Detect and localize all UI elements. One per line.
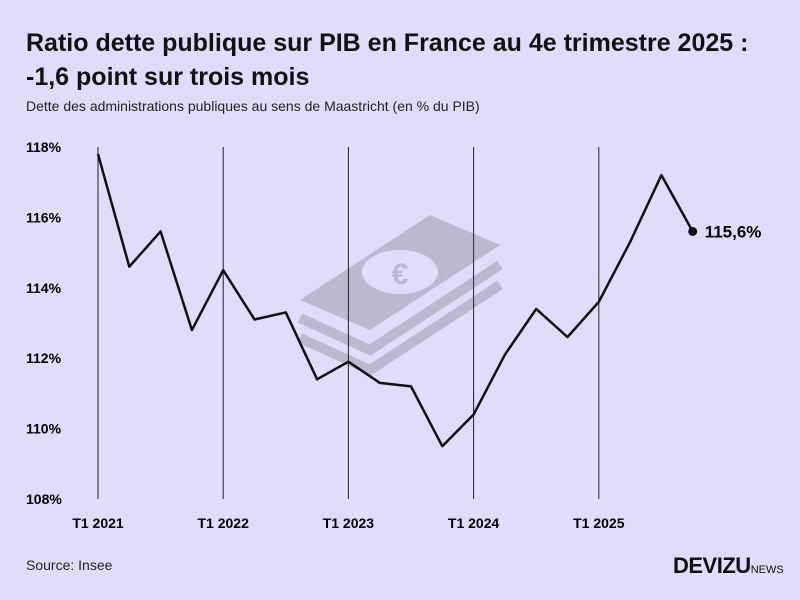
- series-line: [96, 153, 694, 448]
- end-label: 115,6%: [705, 222, 762, 241]
- x-tick-label: T1 2023: [323, 515, 375, 531]
- x-tick-label: T1 2021: [72, 515, 124, 531]
- source-note: Source: Insee: [26, 557, 113, 573]
- y-tick-label: 114%: [26, 280, 62, 296]
- y-tick-label: 116%: [26, 209, 62, 225]
- end-point: [688, 226, 698, 236]
- chart-title: Ratio dette publique sur PIB en France a…: [26, 29, 749, 91]
- y-tick-label: 112%: [26, 350, 62, 366]
- x-tick-label: T1 2025: [573, 515, 625, 531]
- chart-subtitle: Dette des administrations publiques au s…: [26, 98, 480, 114]
- svg-text:€: €: [392, 258, 409, 291]
- logo: DEVIZUNEWS: [673, 553, 784, 579]
- logo-main: DEVIZU: [673, 553, 751, 578]
- x-tick-label: T1 2024: [448, 515, 500, 531]
- euro-banknotes-icon: €: [297, 215, 503, 376]
- y-tick-label: 118%: [26, 139, 62, 155]
- y-tick-label: 110%: [26, 421, 62, 437]
- y-tick-label: 108%: [26, 491, 62, 507]
- x-tick-label: T1 2022: [198, 515, 250, 531]
- logo-suffix: NEWS: [750, 564, 784, 576]
